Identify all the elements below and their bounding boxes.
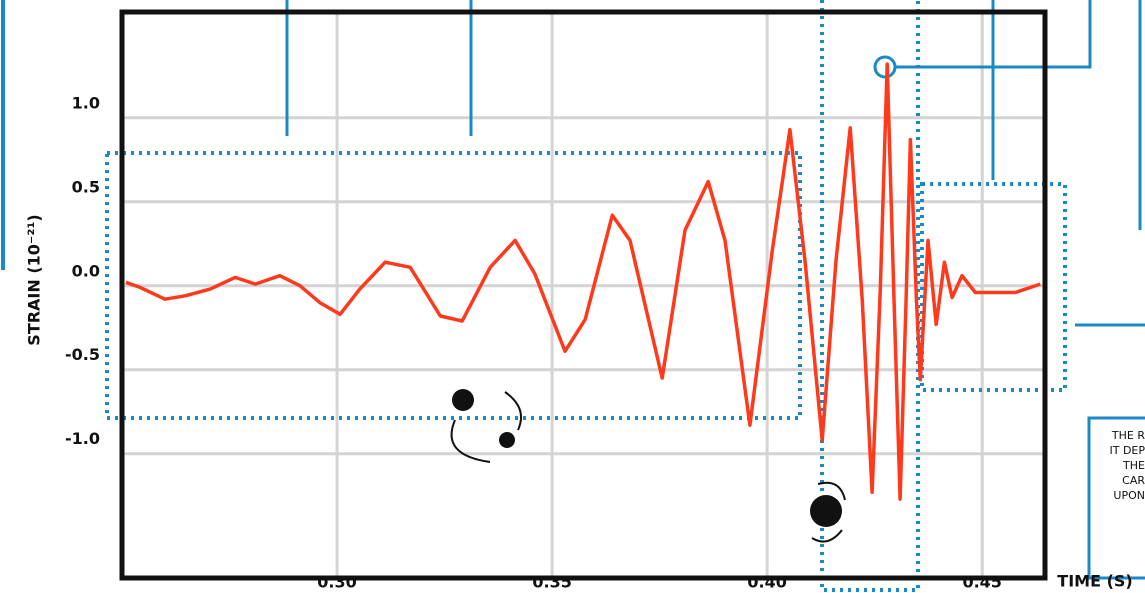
black-hole xyxy=(810,495,842,527)
orbit-arc xyxy=(504,391,522,431)
annotation: THE xyxy=(1122,459,1145,472)
y-tick-label: 0.0 xyxy=(72,261,100,280)
annotation: CAR xyxy=(1122,474,1145,487)
x-tick-label: 0.45 xyxy=(962,573,1001,592)
x-axis-label: TIME (S) xyxy=(1057,572,1132,591)
annotation: IT DEP xyxy=(1109,444,1145,457)
orbit-arc xyxy=(817,481,846,501)
plot-frame xyxy=(119,9,1048,581)
y-tick-label: -0.5 xyxy=(65,345,100,364)
y-tick-label: 0.5 xyxy=(72,177,100,196)
x-tick-label: 0.40 xyxy=(747,573,786,592)
y-tick-label: 1.0 xyxy=(72,93,100,112)
note-box xyxy=(1087,416,1145,580)
annotation: UPON xyxy=(1113,489,1145,502)
plot xyxy=(125,62,1041,501)
orbit-arc xyxy=(450,419,491,463)
strain-line xyxy=(125,62,1041,501)
y-axis-label: STRAIN (10⁻²¹) xyxy=(25,214,44,345)
grid xyxy=(122,12,1045,578)
annotation: THE R xyxy=(1111,429,1145,442)
orbit-arc xyxy=(811,529,843,543)
pointer-line xyxy=(895,0,1092,69)
ringdown-box xyxy=(920,182,1067,392)
y-tick-label: -1.0 xyxy=(65,429,100,448)
peak-circle xyxy=(873,55,897,79)
x-tick-label: 0.30 xyxy=(317,573,356,592)
black-hole xyxy=(452,389,474,411)
black-hole xyxy=(499,432,515,448)
inspiral-box xyxy=(105,151,802,420)
x-tick-label: 0.35 xyxy=(532,573,571,592)
